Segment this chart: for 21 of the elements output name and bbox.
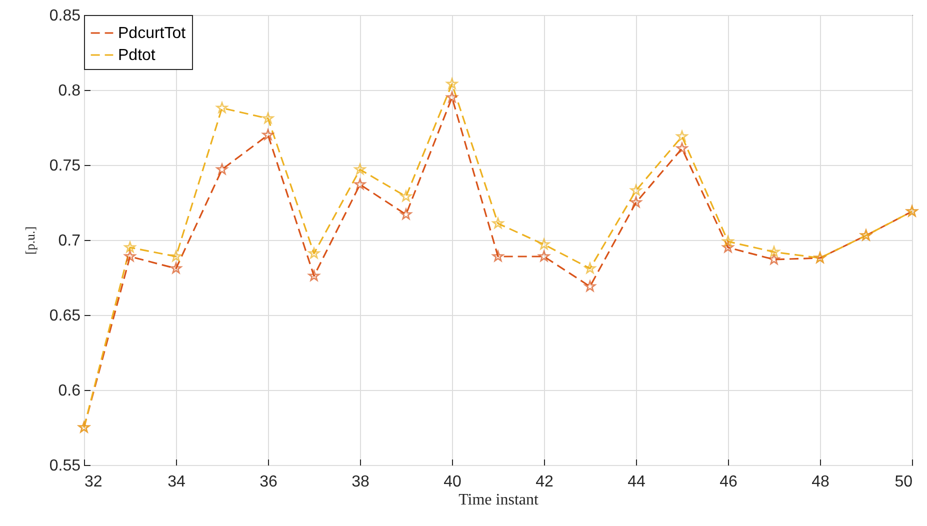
y-tick-label: 0.8 xyxy=(58,82,81,100)
x-tick-label: 50 xyxy=(894,474,913,490)
y-tick-label: 0.7 xyxy=(58,232,81,250)
y-tick-label: 0.6 xyxy=(58,382,81,400)
y-tick-label: 0.85 xyxy=(49,8,81,24)
legend-label: PdcurtTot xyxy=(118,25,186,42)
x-tick-label: 42 xyxy=(536,474,554,490)
x-axis-title: Time instant xyxy=(458,492,539,508)
x-tick-label: 44 xyxy=(628,474,646,490)
y-tick-label: 0.65 xyxy=(49,308,81,324)
x-tick-label: 32 xyxy=(84,474,102,490)
legend-label: Pdtot xyxy=(118,47,156,64)
y-axis-title: [p.u.] xyxy=(22,226,38,255)
y-tick-label: 0.55 xyxy=(49,458,81,474)
x-tick-label: 40 xyxy=(444,474,462,490)
x-tick-label: 38 xyxy=(352,474,370,490)
x-tick-label: 36 xyxy=(260,474,278,490)
y-tick-label: 0.75 xyxy=(49,158,81,174)
x-tick-label: 34 xyxy=(168,474,186,490)
x-tick-label: 48 xyxy=(812,474,830,490)
x-tick-label: 46 xyxy=(720,474,738,490)
